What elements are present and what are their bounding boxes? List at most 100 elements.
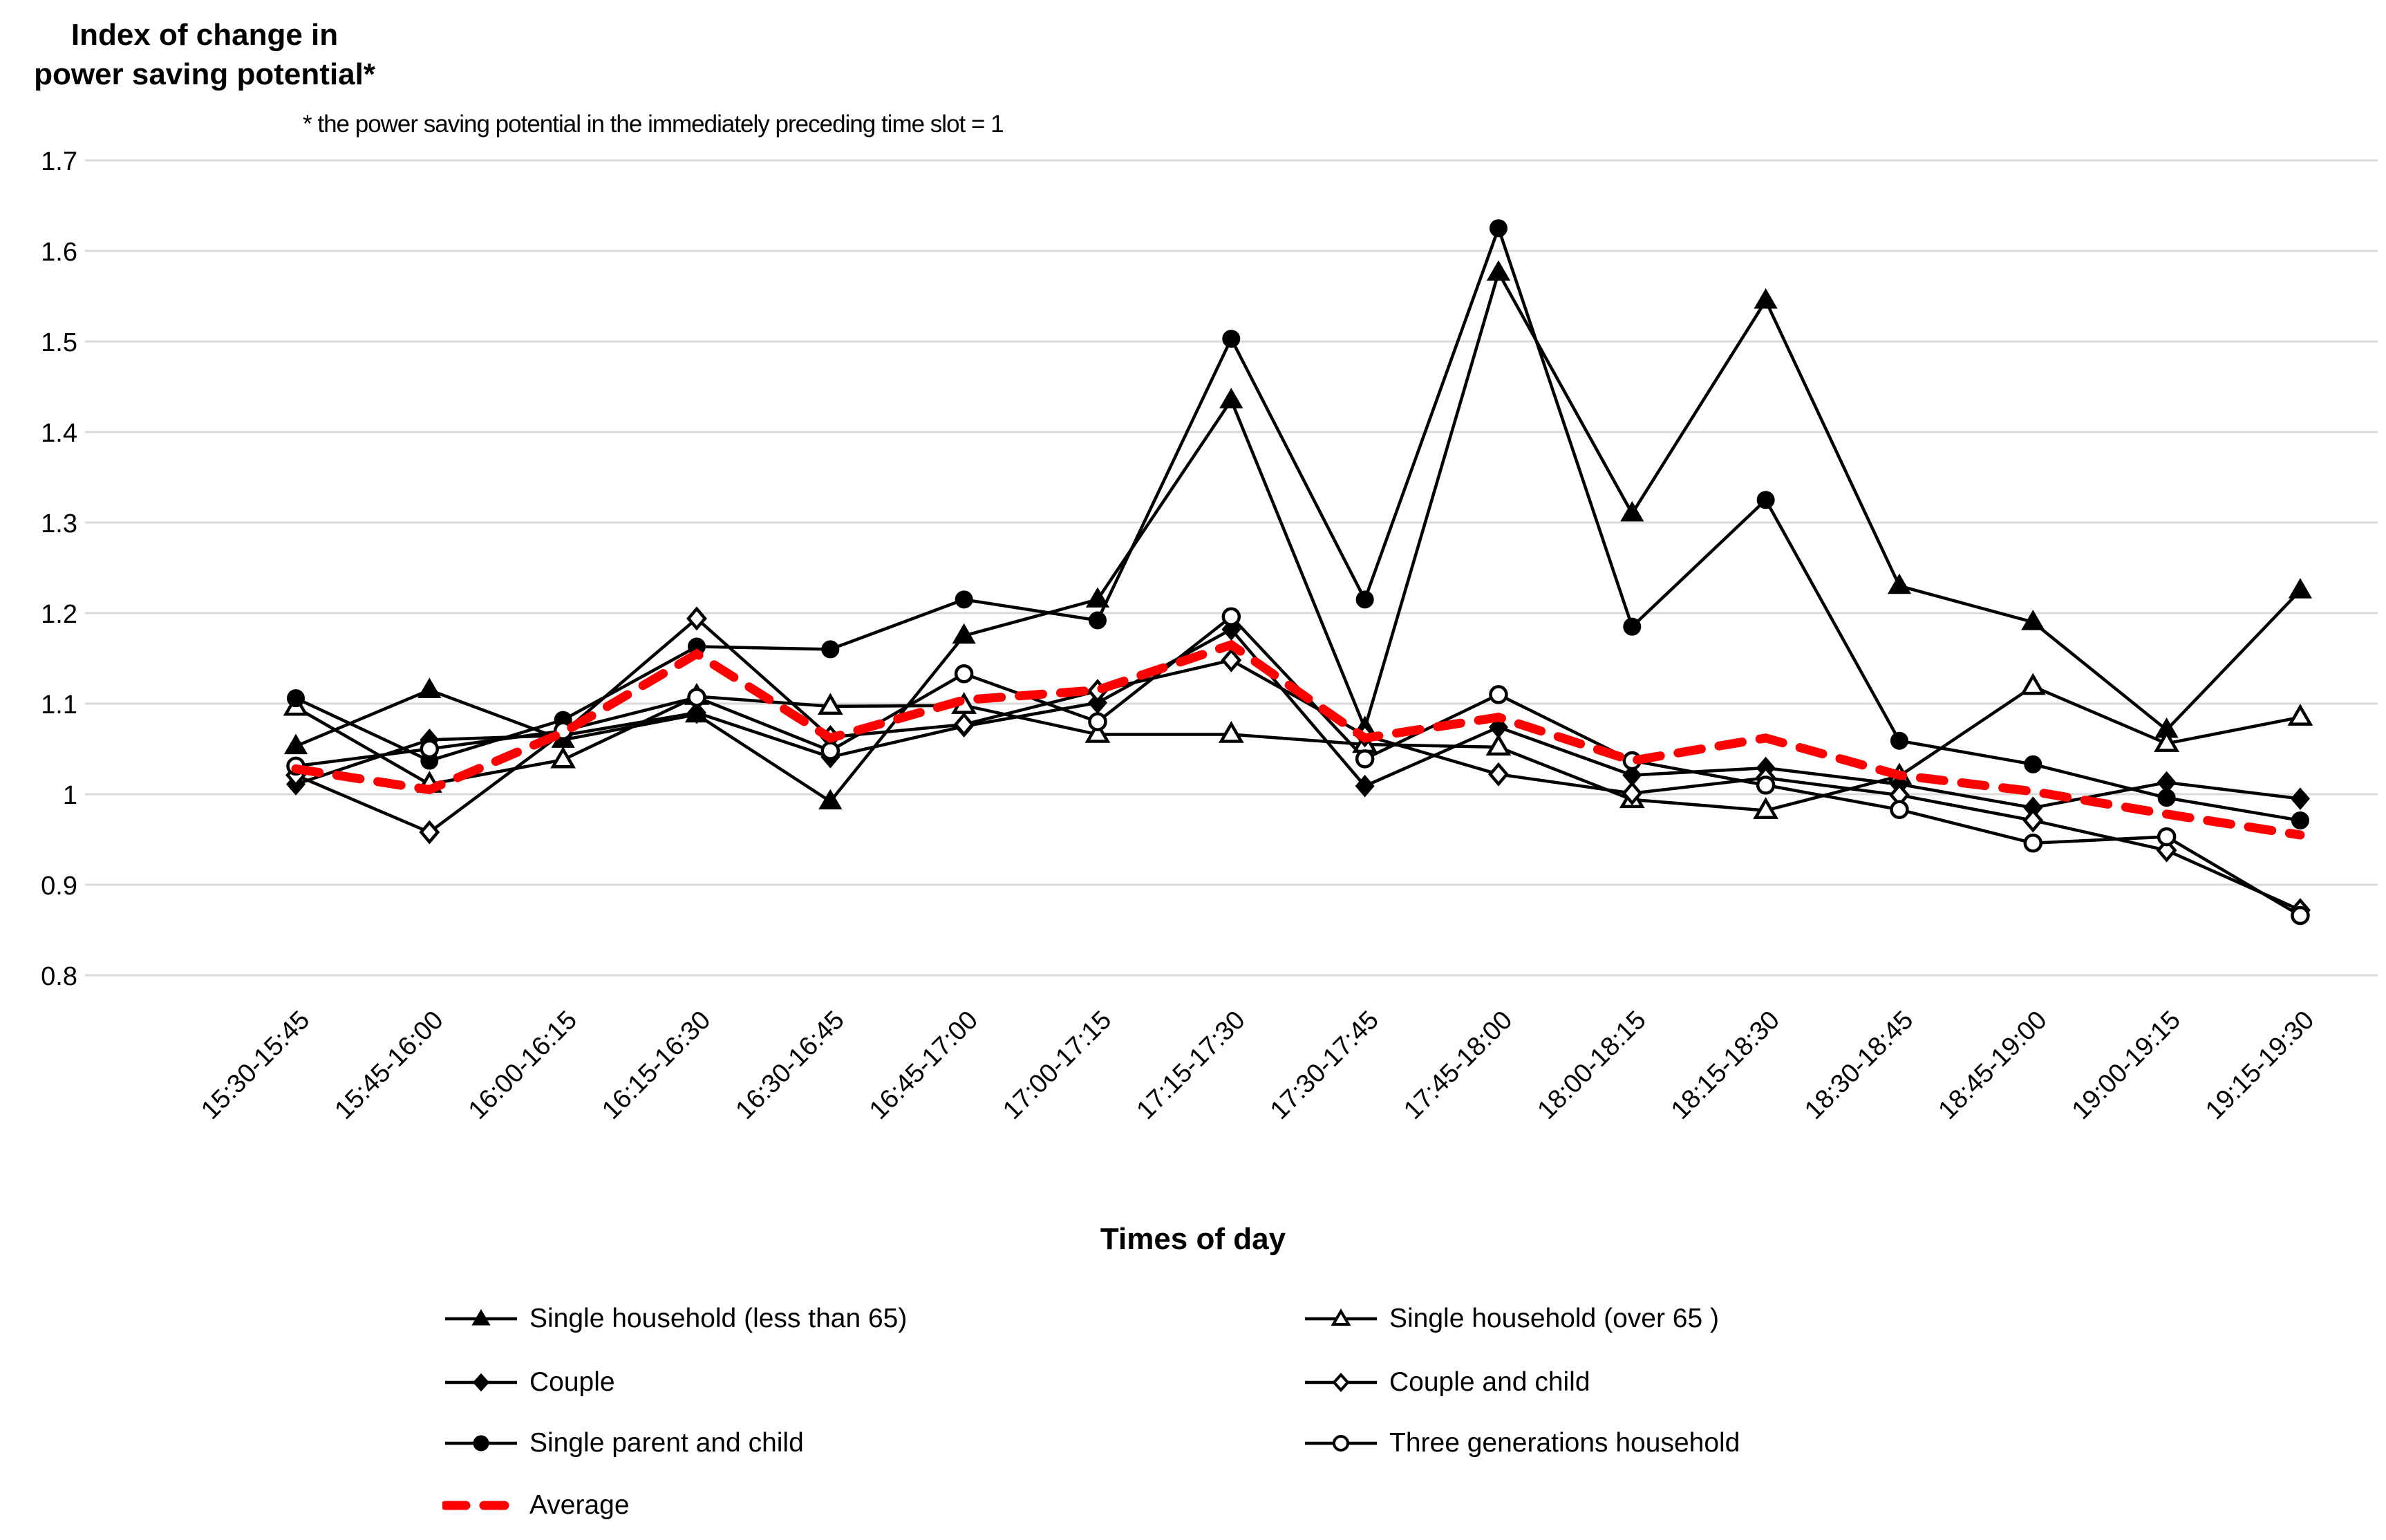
legend-item-single-household-over-65: Single household (over 65 ) [1302,1304,1719,1334]
circle-open-marker-icon [1221,607,1241,626]
diamond-open-icon [1305,1373,1377,1392]
triangle-filled-marker-icon [1085,587,1110,608]
diamond-open-marker-icon [2022,808,2044,833]
triangle-open-marker-icon [2154,730,2180,752]
circle-filled-marker-icon [2157,789,2176,807]
circle-open-marker-icon [1756,776,1776,795]
triangle-open-marker-icon [1485,733,1512,756]
legend-item-couple: Couple [442,1367,615,1398]
red-dash-icon [442,1501,520,1510]
triangle-filled-marker-icon [1754,288,1778,309]
circle-filled-marker-icon [287,689,305,708]
circle-filled-marker-icon [1756,491,1775,509]
y-tick-label: 1.1 [41,691,77,720]
legend-label: Single household (less than 65) [529,1304,908,1333]
triangle-filled-marker-icon [417,677,442,698]
y-tick-label: 1.4 [41,419,77,448]
diamond-filled-marker-icon [687,701,706,724]
series-line-couple-and-child [295,616,2301,912]
diamond-open-marker-icon [1622,781,1643,806]
triangle-open-marker-icon [1753,797,1779,819]
triangle-filled-marker-icon [1887,573,1912,594]
x-tick-label: 16:00-16:15 [463,1006,583,1125]
x-tick-label: 15:45-16:00 [330,1006,449,1125]
triangle-filled-marker-icon [1219,388,1243,409]
diamond-open-marker-icon [1488,762,1509,787]
y-tick-label: 1.2 [41,600,77,629]
circle-open-icon [1305,1435,1377,1452]
y-tick-label: 1 [63,781,77,810]
x-tick-label: 16:45-17:00 [864,1006,984,1125]
triangle-filled-marker-icon [2021,610,2045,630]
triangle-filled-marker-icon [818,789,843,809]
diamond-open-marker-icon [686,606,707,631]
x-tick-label: 18:15-18:30 [1666,1006,1785,1125]
circle-filled-marker-icon [821,640,840,659]
x-axis-title: Times of day [1100,1222,1286,1256]
y-tick-label: 1.5 [41,328,77,357]
triangle-filled-marker-icon [1486,260,1511,281]
circle-open-marker-icon [1890,800,1909,820]
series-line-single-household-over-65 [294,684,2301,812]
x-tick-label: 17:15-17:30 [1131,1006,1251,1125]
triangle-filled-marker-icon [1620,500,1644,522]
circle-open-marker-icon [1355,749,1375,769]
triangle-open-icon [1305,1308,1377,1326]
x-tick-label: 16:15-16:30 [596,1006,716,1125]
circle-filled-marker-icon [1355,590,1374,609]
legend-item-single-household-less-than-65: Single household (less than 65) [442,1304,907,1334]
series-line-couple [295,627,2301,809]
y-tick-label: 0.9 [41,872,77,901]
x-tick-label: 19:15-19:30 [2200,1006,2320,1125]
circle-open-marker-icon [2023,833,2043,853]
circle-open-marker-icon [2291,905,2310,926]
y-tick-label: 1.3 [41,509,77,538]
x-tick-label: 17:45-18:00 [1398,1006,1518,1125]
series-line-average [291,639,2305,840]
circle-filled-marker-icon [1088,611,1107,630]
legend-label: Couple and child [1389,1367,1590,1397]
triangle-open-marker-icon [1084,721,1111,743]
circle-filled-marker-icon [1489,219,1507,238]
diamond-filled-marker-icon [2290,787,2310,810]
legend-item-couple-and-child: Couple and child [1302,1367,1590,1398]
y-tick-label: 1.7 [41,147,77,176]
circle-filled-icon [445,1435,517,1452]
diamond-open-marker-icon [1221,648,1242,673]
triangle-open-marker-icon [2020,673,2046,695]
x-tick-label: 19:00-19:15 [2067,1006,2186,1125]
circle-filled-marker-icon [955,590,973,609]
triangle-open-marker-icon [1218,721,1244,743]
triangle-open-marker-icon [2287,704,2313,726]
legend-item-three-generations-household: Three generations household [1302,1428,1740,1458]
circle-open-marker-icon [954,664,974,684]
x-tick-label: 17:00-17:15 [997,1006,1117,1125]
circle-filled-marker-icon [1222,330,1241,348]
circle-open-marker-icon [820,741,840,760]
diamond-open-marker-icon [419,820,440,845]
triangle-filled-icon [445,1309,517,1326]
legend-item-single-parent-and-child: Single parent and child [442,1428,804,1458]
legend-label: Single parent and child [529,1428,804,1458]
x-tick-label: 17:30-17:45 [1265,1006,1384,1125]
triangle-filled-marker-icon [952,623,976,644]
series-line-three-generations-household [295,614,2302,917]
legend-label: Three generations household [1389,1428,1740,1458]
legend-label: Single household (over 65 ) [1389,1304,1719,1333]
legend-label: Couple [529,1367,615,1397]
footnote: * the power saving potential in the imme… [303,111,1004,138]
circle-filled-marker-icon [1623,617,1642,636]
circle-filled-marker-icon [2291,811,2309,829]
circle-filled-marker-icon [2024,755,2042,773]
diamond-filled-marker-icon [1355,774,1375,798]
circle-open-marker-icon [2157,827,2177,847]
x-tick-label: 15:30-15:45 [196,1006,315,1125]
diamond-filled-icon [445,1373,517,1392]
series-line-single-parent-and-child [295,223,2301,823]
triangle-open-marker-icon [817,693,843,715]
y-tick-label: 1.6 [41,238,77,267]
circle-open-marker-icon [420,739,440,759]
diamond-open-marker-icon [953,712,975,737]
